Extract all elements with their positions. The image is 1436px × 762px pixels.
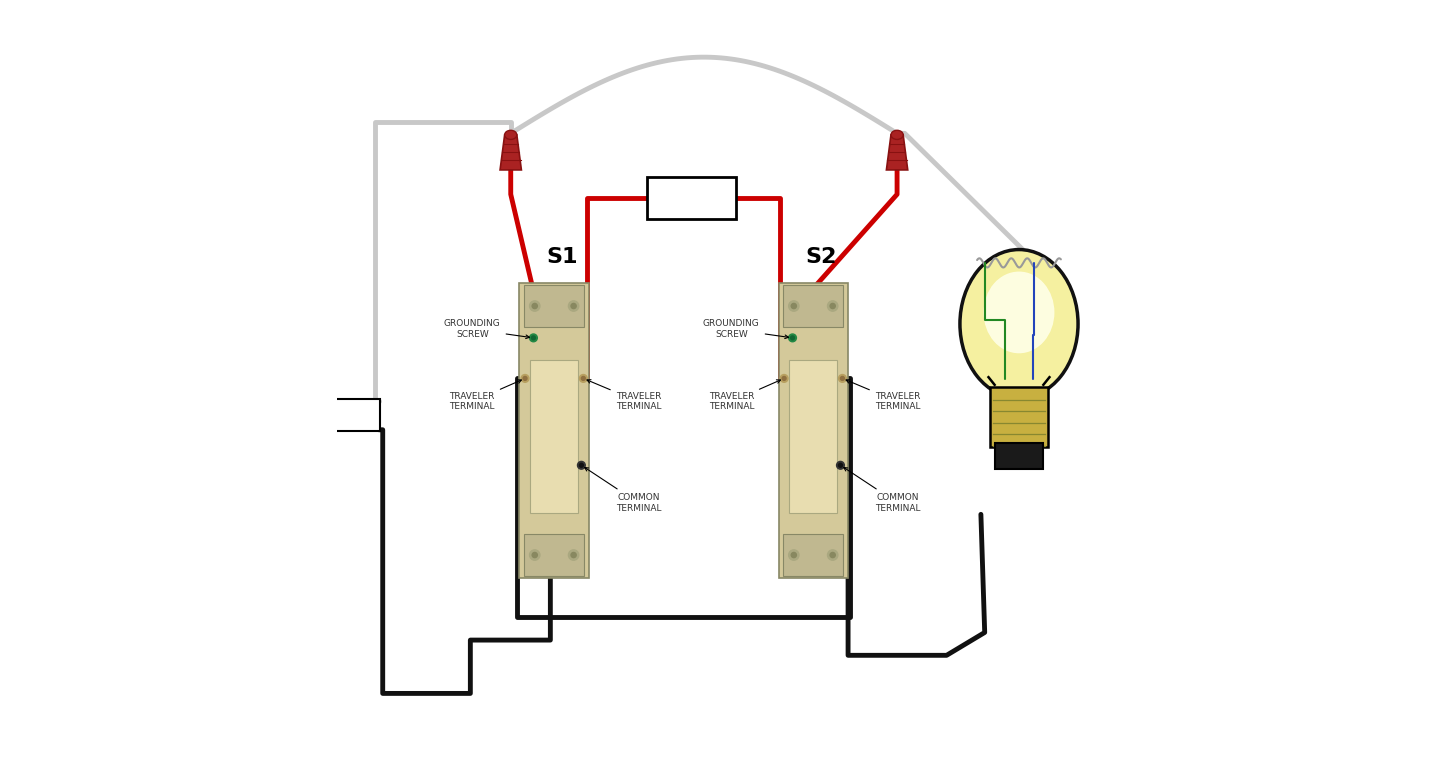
Ellipse shape [984,271,1054,354]
Circle shape [827,301,837,311]
FancyBboxPatch shape [788,360,837,513]
FancyBboxPatch shape [784,534,843,576]
FancyBboxPatch shape [778,283,847,578]
Text: TRAVELER
TERMINAL: TRAVELER TERMINAL [846,379,920,411]
Circle shape [569,550,579,560]
Circle shape [788,334,797,342]
Circle shape [530,301,540,311]
Circle shape [788,301,798,311]
Polygon shape [886,135,908,170]
FancyBboxPatch shape [995,443,1044,469]
Circle shape [577,462,586,469]
Circle shape [827,550,837,560]
Ellipse shape [959,250,1078,399]
Text: S2: S2 [806,247,837,267]
Text: TRAVELER
TERMINAL: TRAVELER TERMINAL [708,379,780,411]
Ellipse shape [504,130,517,139]
Circle shape [791,303,797,309]
FancyBboxPatch shape [530,360,579,513]
Polygon shape [500,135,521,170]
Circle shape [580,463,583,467]
FancyBboxPatch shape [520,283,589,578]
Circle shape [839,463,843,467]
Text: TRAVELER
TERMINAL: TRAVELER TERMINAL [587,379,661,411]
Circle shape [788,550,798,560]
FancyBboxPatch shape [989,387,1048,447]
Text: GROUNDING
SCREW: GROUNDING SCREW [444,319,530,339]
Text: TRAVELER
TERMINAL: TRAVELER TERMINAL [449,379,521,411]
Circle shape [780,375,788,383]
Circle shape [791,336,794,340]
Circle shape [580,375,587,383]
Text: S1: S1 [546,247,577,267]
Text: COMMON
TERMINAL: COMMON TERMINAL [844,468,920,513]
Circle shape [791,552,797,558]
Circle shape [531,336,536,340]
Text: GROUNDING
SCREW: GROUNDING SCREW [704,319,788,339]
FancyBboxPatch shape [784,285,843,327]
FancyBboxPatch shape [336,399,381,431]
Circle shape [830,552,836,558]
Circle shape [533,303,537,309]
Text: COMMON
TERMINAL: COMMON TERMINAL [584,468,661,513]
Polygon shape [988,377,1050,385]
Ellipse shape [890,130,903,139]
Circle shape [530,550,540,560]
Circle shape [783,376,785,380]
Circle shape [530,334,537,342]
Circle shape [533,552,537,558]
Circle shape [523,376,527,380]
Circle shape [830,303,836,309]
Circle shape [569,301,579,311]
Circle shape [839,375,846,383]
Circle shape [840,376,844,380]
Circle shape [521,375,528,383]
Circle shape [572,303,576,309]
FancyBboxPatch shape [648,177,735,219]
Circle shape [572,552,576,558]
FancyBboxPatch shape [524,534,584,576]
Circle shape [582,376,586,380]
FancyBboxPatch shape [524,285,584,327]
Circle shape [837,462,844,469]
